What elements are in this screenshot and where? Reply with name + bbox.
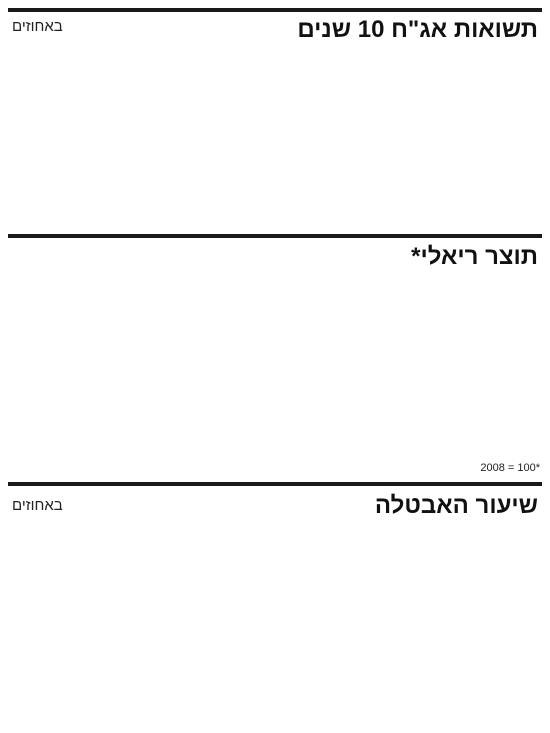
y-tick-label: 40 <box>24 51 38 66</box>
x-tick-label: 2012 <box>401 440 429 454</box>
x-tick-label: 2009 <box>45 208 73 222</box>
legend-label: צרפת <box>93 539 123 553</box>
legend-label: יוון <box>95 356 108 370</box>
panel1-title: תשואות אג"ח 10 שנים <box>297 16 538 43</box>
legend-label: פורטוגל <box>81 113 122 127</box>
x-tick-label: 2012 <box>342 208 370 222</box>
y-tick-label: 105 <box>22 281 44 296</box>
y-tick-label: 10 <box>24 160 38 175</box>
y-tick-label: 15 <box>26 622 40 637</box>
y-tick-label: 0 <box>31 196 38 211</box>
y-tick-label: 95 <box>30 328 44 343</box>
panel2-title: תוצר ריאלי* <box>411 243 538 270</box>
legend-box <box>65 499 149 601</box>
y-tick-label: 90 <box>30 352 44 367</box>
legend-label: איטליה <box>71 340 108 354</box>
y-tick-label: 20 <box>24 124 38 139</box>
legend-label: פורטוגל <box>67 389 108 403</box>
x-tick-label: 2011 <box>357 697 384 711</box>
series-line-ספרד <box>58 175 515 190</box>
legend-label: גרמניה <box>86 130 122 144</box>
panel2-base-note: 2008 = 100* <box>480 462 540 474</box>
series-line-ספרד <box>49 310 521 347</box>
series-line-פורטוגל <box>58 147 515 190</box>
x-tick-label: 2013 <box>493 440 521 454</box>
y-tick-label: 80 <box>30 400 44 415</box>
legend-label: איטליה <box>85 506 122 520</box>
x-tick-label: 2008 <box>162 697 190 711</box>
y-tick-label: 25 <box>26 561 40 576</box>
legend-label: איטליה <box>85 65 122 79</box>
x-tick-label: 2006 <box>32 697 60 711</box>
x-tick-label: 2009 <box>227 697 255 711</box>
series-line-גרמניה <box>45 656 530 690</box>
series-line-גרמניה <box>49 301 521 337</box>
x-tick-label: 2012 <box>422 697 450 711</box>
legend-label: ספרד <box>79 423 108 437</box>
x-tick-label: 2007 <box>97 697 125 711</box>
series-line-יוון <box>58 48 515 187</box>
y-tick-label: 30 <box>24 87 38 102</box>
y-tick-label: 100 <box>22 305 44 320</box>
y-tick-label: 10 <box>26 653 40 668</box>
legend-label: גרמניה <box>72 406 108 420</box>
panel3-top-rule <box>8 482 542 486</box>
x-tick-label: 2009 <box>127 440 155 454</box>
x-tick-label: 2010 <box>219 440 247 454</box>
x-tick-label: 2008 <box>36 440 64 454</box>
panel1-top-rule <box>8 8 542 12</box>
legend-label: ספרד <box>93 146 122 160</box>
series-line-צרפת <box>58 188 515 197</box>
y-tick-label: 5 <box>33 683 40 698</box>
legend-label: יוון <box>109 81 122 95</box>
legend-label: ספרד <box>93 589 122 603</box>
y-tick-label: 20 <box>26 592 40 607</box>
legend-box <box>69 58 149 160</box>
x-tick-label: 2013 <box>487 697 515 711</box>
legend-label: צרפת <box>93 97 123 111</box>
x-tick-label: 2011 <box>243 208 270 222</box>
series-line-פורטוגל <box>45 611 531 674</box>
legend-label: צרפת <box>79 373 109 387</box>
y-tick-label: 85 <box>30 376 44 391</box>
panel3-title: שיעור האבטלה <box>374 492 538 519</box>
series-line-איטליה <box>45 647 531 685</box>
legend-label: גרמניה <box>86 572 122 586</box>
legend-label: פורטוגל <box>81 555 122 569</box>
panel1-unit-label: באחוזים <box>12 18 63 35</box>
series-line-גרמניה <box>58 190 515 200</box>
panel3-unit-label: באחוזים <box>12 497 63 514</box>
x-tick-label: 2010 <box>144 208 172 222</box>
y-tick-label: 75 <box>30 423 44 438</box>
y-tick-label: 30 <box>26 531 40 546</box>
x-tick-label: 2010 <box>292 697 320 711</box>
panel2-top-rule <box>8 234 542 238</box>
legend-label: יוון <box>109 522 122 536</box>
x-tick-label: 2011 <box>311 440 338 454</box>
legend-box <box>53 333 135 435</box>
x-tick-label: 2013 <box>441 208 469 222</box>
series-line-ספרד <box>45 556 531 673</box>
